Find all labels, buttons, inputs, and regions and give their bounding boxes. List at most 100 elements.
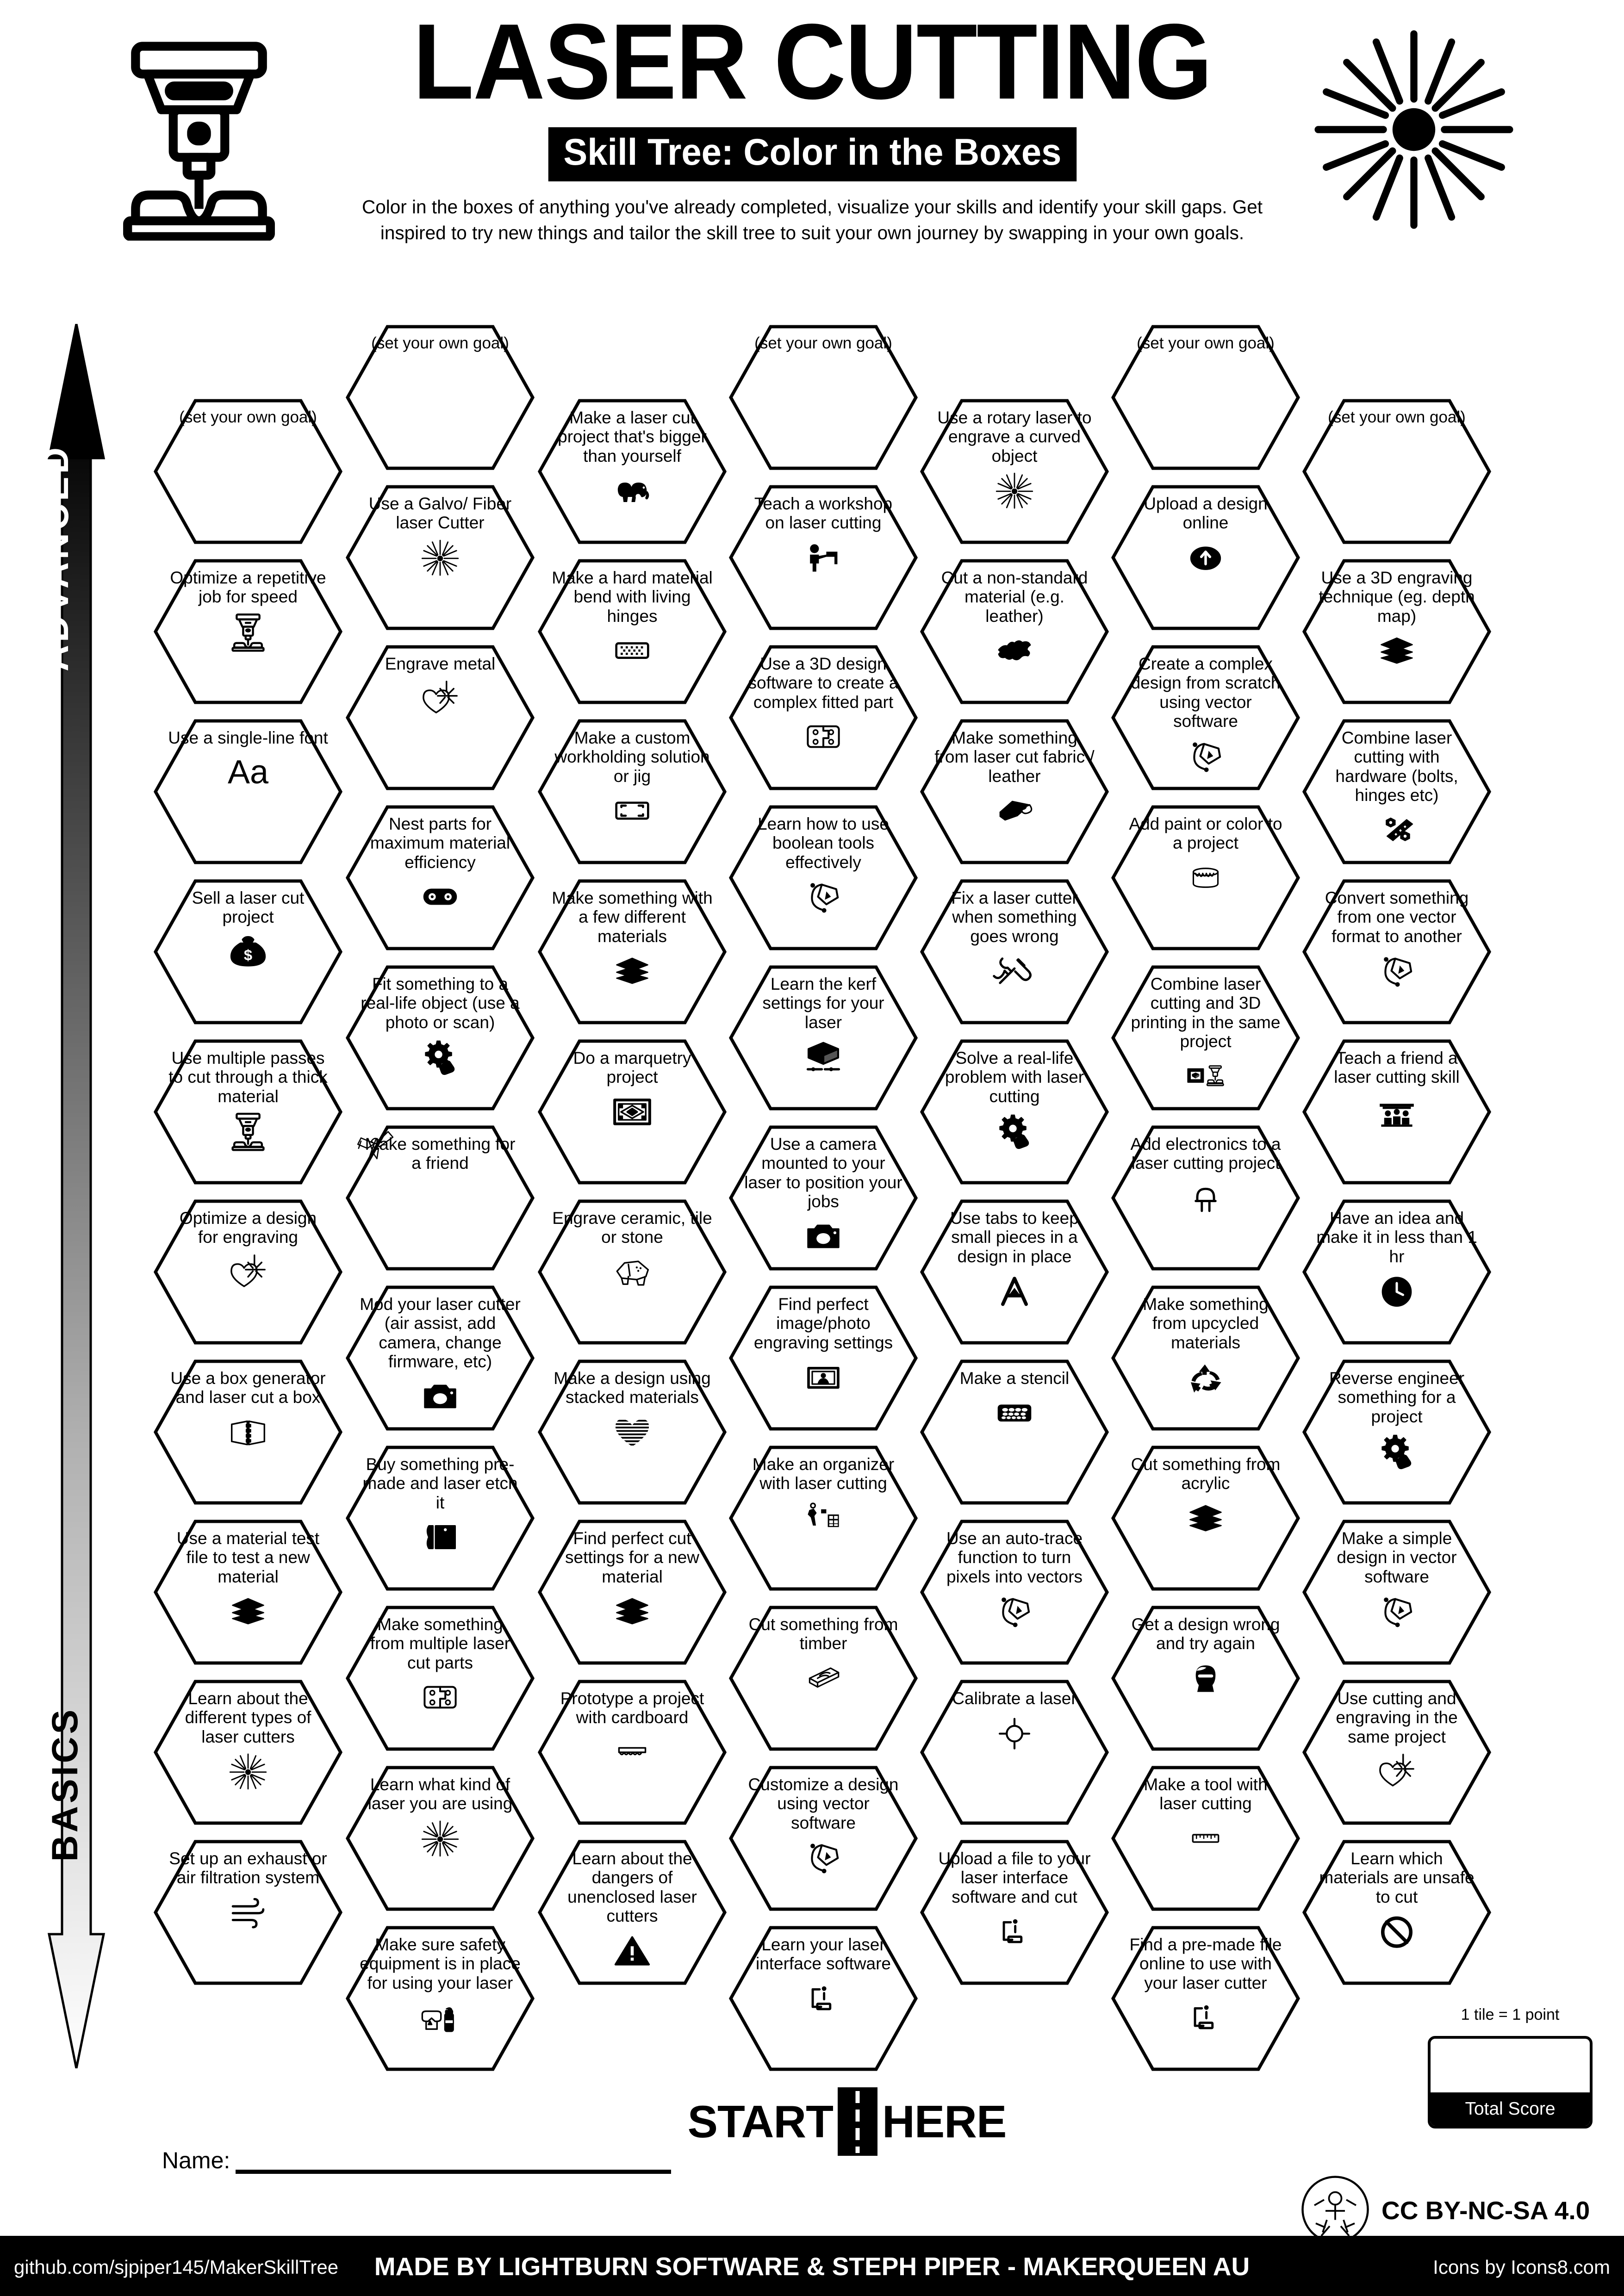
skill-tile[interactable]: Nest parts for maximum material efficien… xyxy=(345,804,535,951)
skill-tile[interactable]: Make something from upcycled materials xyxy=(1110,1285,1301,1432)
skill-tile[interactable]: Use an auto-trace function to turn pixel… xyxy=(919,1519,1110,1666)
skill-tile-label: Upload a file to your laser interface so… xyxy=(938,1849,1091,1906)
skill-tile[interactable]: (set your own goal) xyxy=(1301,398,1492,545)
skill-tile[interactable]: Make something for a friend xyxy=(345,1124,535,1272)
skill-tile[interactable]: Learn your laser interface software xyxy=(728,1925,919,2072)
skill-tile[interactable]: Use tabs to keep small pieces in a desig… xyxy=(919,1198,1110,1346)
skill-tile[interactable]: Make a simple design in vector software xyxy=(1301,1519,1492,1666)
skill-tile[interactable]: Reverse engineer something for a project xyxy=(1301,1359,1492,1506)
clock-icon xyxy=(1369,1269,1425,1313)
skill-tile[interactable]: Use cutting and engraving in the same pr… xyxy=(1301,1679,1492,1826)
skill-tile[interactable]: Learn about the different types of laser… xyxy=(153,1679,343,1826)
skill-tile[interactable]: Sell a laser cut project $ xyxy=(153,878,343,1025)
facepalm-icon xyxy=(1178,1656,1233,1700)
skill-tile[interactable]: Find perfect image/photo engraving setti… xyxy=(728,1285,919,1432)
skill-tile[interactable]: Make something with a few different mate… xyxy=(537,878,728,1025)
skill-tile[interactable]: Add paint or color to a project xyxy=(1110,804,1301,951)
skill-tile[interactable]: Use a 3D design software to create a com… xyxy=(728,644,919,791)
skill-tile[interactable]: Learn the kerf settings for your laser xyxy=(728,964,919,1111)
skill-tile[interactable]: Customize a design using vector software xyxy=(728,1765,919,1912)
skill-tile[interactable]: Do a marquetry project xyxy=(537,1038,728,1185)
cardboard-icon xyxy=(604,1730,660,1775)
cc-by-nc-sa-badge-icon xyxy=(1300,2175,1370,2244)
footer-github-link[interactable]: github.com/sjpiper145/MakerSkillTree xyxy=(14,2256,339,2278)
skill-tile[interactable]: Make a design using stacked materials xyxy=(537,1359,728,1506)
skill-tile-label: Learn about the different types of laser… xyxy=(185,1689,311,1746)
skill-tile[interactable]: Set up an exhaust or air filtration syst… xyxy=(153,1839,343,1986)
skill-tile[interactable]: Use a Galvo/ Fiber laser Cutter xyxy=(345,484,535,631)
money-bag-icon: $ xyxy=(220,930,276,974)
camera-icon xyxy=(412,1374,468,1419)
skill-tile[interactable]: Solve a real-life problem with laser cut… xyxy=(919,1038,1110,1185)
skill-tile[interactable]: Teach a workshop on laser cutting xyxy=(728,484,919,631)
skill-tile[interactable]: Find a pre-made file online to use with … xyxy=(1110,1925,1301,2072)
laptop-software-icon xyxy=(987,1909,1042,1954)
upload-arrow-icon xyxy=(1178,535,1233,580)
skill-tile-label: Cut something from timber xyxy=(748,1615,898,1653)
skill-tile[interactable]: Upload a design online xyxy=(1110,484,1301,631)
skill-tile[interactable]: Use multiple passes to cut through a thi… xyxy=(153,1038,343,1185)
skill-tile[interactable]: Use a box generator and laser cut a box xyxy=(153,1359,343,1506)
skill-tile[interactable]: Make an organizer with laser cutting xyxy=(728,1445,919,1592)
skill-tile-label: Use a single-line font xyxy=(168,728,328,747)
skill-tile[interactable]: Make sure safety equipment is in place f… xyxy=(345,1925,535,2072)
presenter-icon xyxy=(796,535,851,580)
skill-tile[interactable]: Convert something from one vector format… xyxy=(1301,878,1492,1025)
skill-tile[interactable]: Learn about the dangers of unenclosed la… xyxy=(537,1839,728,1986)
skill-tile[interactable]: Optimize a repetitive job for speed xyxy=(153,558,343,705)
laser-burst-icon xyxy=(412,535,468,580)
skill-tile[interactable]: (set your own goal) xyxy=(728,324,919,471)
skill-tile[interactable]: Make a custom workholding solution or ji… xyxy=(537,718,728,865)
folded-fabric-icon xyxy=(987,788,1042,833)
skill-tile[interactable]: Cut a non-standard material (e.g. leathe… xyxy=(919,558,1110,705)
skill-tile[interactable]: Mod your laser cutter (air assist, add c… xyxy=(345,1285,535,1432)
skill-tile[interactable]: Learn which materials are unsafe to cut xyxy=(1301,1839,1492,1986)
engrave-heart-icon xyxy=(412,676,468,720)
footer-icons-credit[interactable]: Icons by Icons8.com xyxy=(1433,2256,1610,2278)
name-field[interactable]: Name: xyxy=(162,2147,671,2174)
skill-tile[interactable]: Engrave metal xyxy=(345,644,535,791)
skill-tile[interactable]: Optimize a design for engraving xyxy=(153,1198,343,1346)
skill-tile[interactable]: Calibrate a laser xyxy=(919,1679,1110,1826)
laser-burst-icon xyxy=(1310,28,1518,231)
skill-tile[interactable]: Use a camera mounted to your laser to po… xyxy=(728,1124,919,1272)
warning-triangle-icon xyxy=(604,1929,660,1973)
skill-tile[interactable]: Use a rotary laser to engrave a curved o… xyxy=(919,398,1110,545)
skill-tile[interactable]: Combine laser cutting with hardware (bol… xyxy=(1301,718,1492,865)
skill-tile[interactable]: Make something from multiple laser cut p… xyxy=(345,1605,535,1752)
ruler-icon xyxy=(1178,1816,1233,1861)
name-input-line[interactable] xyxy=(236,2150,671,2174)
skill-tile[interactable]: Add electronics to a laser cutting proje… xyxy=(1110,1124,1301,1272)
skill-tile[interactable]: Cut something from timber xyxy=(728,1605,919,1752)
skill-tile[interactable]: Make a laser cut project that's bigger t… xyxy=(537,398,728,545)
no-entry-icon xyxy=(1369,1909,1425,1954)
total-score-box[interactable]: Total Score xyxy=(1428,2036,1593,2128)
skill-tile[interactable]: Prototype a project with cardboard xyxy=(537,1679,728,1826)
skill-tile[interactable]: Buy something pre-made and laser etch it xyxy=(345,1445,535,1592)
skill-tile[interactable]: Combine laser cutting and 3D printing in… xyxy=(1110,964,1301,1111)
skill-tile[interactable]: Create a complex design from scratch usi… xyxy=(1110,644,1301,791)
skill-tile[interactable]: Have an idea and make it in less than 1 … xyxy=(1301,1198,1492,1346)
skill-tile[interactable]: Engrave ceramic, tile or stone xyxy=(537,1198,728,1346)
skill-tile[interactable]: (set your own goal) xyxy=(153,398,343,545)
skill-tile[interactable]: (set your own goal) xyxy=(345,324,535,471)
skill-tile[interactable]: Use a 3D engraving technique (eg. depth … xyxy=(1301,558,1492,705)
skill-tile[interactable]: Make a tool with laser cutting xyxy=(1110,1765,1301,1912)
skill-tile[interactable]: Make a hard material bend with living hi… xyxy=(537,558,728,705)
skill-tile[interactable]: Learn how to use boolean tools effective… xyxy=(728,804,919,951)
skill-tile[interactable]: Upload a file to your laser interface so… xyxy=(919,1839,1110,1986)
skill-tile[interactable]: Cut something from acrylic xyxy=(1110,1445,1301,1592)
skill-tile[interactable]: Use a single-line font Aa xyxy=(153,718,343,865)
skill-tile-label: Teach a friend a laser cutting skill xyxy=(1334,1049,1460,1087)
skill-tile[interactable]: Make a stencil xyxy=(919,1359,1110,1506)
skill-tile[interactable]: Get a design wrong and try again xyxy=(1110,1605,1301,1752)
skill-tile[interactable]: Fit something to a real-life object (use… xyxy=(345,964,535,1111)
skill-tile[interactable]: (set your own goal) xyxy=(1110,324,1301,471)
skill-tile[interactable]: Fix a laser cutter when something goes w… xyxy=(919,878,1110,1025)
skill-tile[interactable]: Teach a friend a laser cutting skill xyxy=(1301,1038,1492,1185)
skill-tile[interactable]: Learn what kind of laser you are using xyxy=(345,1765,535,1912)
skill-tile[interactable]: Find perfect cut settings for a new mate… xyxy=(537,1519,728,1666)
skill-tile[interactable]: Make something from laser cut fabric / l… xyxy=(919,718,1110,865)
skill-tile-label: Make a hard material bend with living hi… xyxy=(552,568,713,626)
skill-tile[interactable]: Use a material test file to test a new m… xyxy=(153,1519,343,1666)
